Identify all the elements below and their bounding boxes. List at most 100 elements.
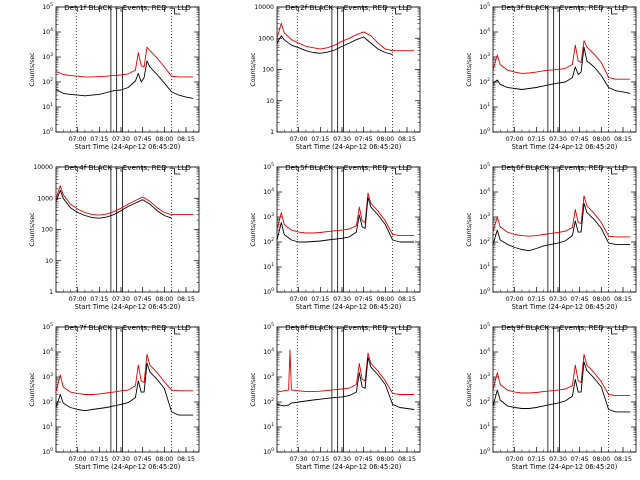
y-tick-label: 1	[270, 129, 274, 136]
x-tick-label: 07:30	[549, 456, 567, 463]
y-axis-label: Counts/sec	[250, 52, 257, 87]
corner-flag	[611, 8, 618, 15]
corner-flag	[611, 168, 618, 175]
y-tick-label: 101	[42, 422, 53, 431]
panel-5: Det 5f BLACK = Events, RED = LLD 100 101 10…	[250, 162, 421, 311]
y-tick-label: 10000	[33, 164, 53, 171]
y-tick-label: 104	[479, 187, 490, 196]
y-tick-label: 102	[42, 397, 53, 406]
x-axis-label: Start Time (24-Apr-12 06:45:20)	[296, 143, 402, 151]
x-tick-label: 07:15	[90, 456, 108, 463]
panel-title: Det 4f BLACK = Events, RED = LLD	[64, 163, 191, 172]
x-tick-label: 08:00	[376, 456, 394, 463]
x-tick-label: 08:15	[614, 136, 632, 143]
x-tick-label: 07:15	[311, 136, 329, 143]
plot-frame	[492, 166, 637, 293]
lld-series-line	[492, 195, 631, 238]
y-axis-label: Counts/sec	[29, 372, 36, 407]
x-tick-label: 07:45	[571, 456, 589, 463]
x-tick-label: 07:00	[506, 296, 524, 303]
x-tick-label: 07:30	[549, 136, 567, 143]
panel-4: Det 4f BLACK = Events, RED = LLD 1 10 100 10…	[29, 163, 200, 311]
plot-frame	[492, 6, 637, 133]
x-tick-label: 07:15	[311, 456, 329, 463]
y-tick-label: 105	[479, 2, 490, 11]
y-tick-label: 105	[42, 322, 53, 331]
y-tick-label: 100	[479, 127, 490, 136]
y-tick-label: 102	[42, 77, 53, 86]
y-tick-label: 102	[479, 237, 490, 246]
plot-frame	[276, 6, 421, 133]
y-tick-label: 104	[263, 187, 274, 196]
plot-frame	[276, 326, 421, 453]
y-tick-label: 103	[479, 52, 490, 61]
x-tick-label: 07:00	[506, 456, 524, 463]
lld-series-line	[492, 353, 631, 397]
x-tick-label: 07:45	[134, 296, 152, 303]
x-tick-label: 08:15	[177, 136, 195, 143]
x-axis-label: Start Time (24-Apr-12 06:45:20)	[512, 143, 618, 151]
y-axis-label: Counts/sec	[250, 212, 257, 247]
panel-title: Det 9f BLACK = Events, RED = LLD	[501, 323, 628, 332]
x-tick-label: 07:30	[333, 296, 351, 303]
panel-title: Det 1f BLACK = Events, RED = LLD	[64, 3, 191, 12]
lld-series-line	[55, 353, 194, 395]
x-tick-label: 07:15	[90, 296, 108, 303]
y-tick-label: 102	[479, 77, 490, 86]
x-tick-label: 07:15	[311, 296, 329, 303]
lld-series-line	[276, 349, 415, 395]
x-tick-label: 08:15	[614, 296, 632, 303]
panel-6: Det 6f BLACK = Events, RED = LLD 100 101 10…	[466, 162, 637, 311]
x-tick-label: 08:15	[614, 456, 632, 463]
x-tick-label: 07:45	[355, 296, 373, 303]
panel-title: Det 3f BLACK = Events, RED = LLD	[501, 3, 628, 12]
lld-series-line	[55, 185, 194, 216]
y-tick-label: 105	[42, 2, 53, 11]
x-tick-label: 08:15	[177, 296, 195, 303]
events-series-line	[55, 189, 172, 219]
x-tick-label: 08:00	[592, 456, 610, 463]
x-tick-label: 07:30	[333, 456, 351, 463]
x-axis-label: Start Time (24-Apr-12 06:45:20)	[296, 463, 402, 471]
y-tick-label: 1000	[37, 195, 53, 202]
x-tick-label: 07:45	[134, 456, 152, 463]
y-axis-label: Counts/sec	[466, 212, 473, 247]
x-tick-label: 08:00	[592, 136, 610, 143]
x-tick-label: 07:45	[571, 296, 589, 303]
plot-frame	[55, 166, 200, 293]
lld-series-line	[492, 40, 631, 80]
x-tick-label: 08:00	[155, 136, 173, 143]
x-tick-label: 07:15	[90, 136, 108, 143]
y-tick-label: 100	[41, 227, 53, 234]
x-tick-label: 08:15	[398, 456, 416, 463]
x-tick-label: 07:00	[506, 136, 524, 143]
x-tick-label: 07:45	[571, 136, 589, 143]
y-tick-label: 105	[479, 162, 490, 171]
plot-frame	[55, 326, 200, 453]
y-tick-label: 105	[263, 162, 274, 171]
corner-flag	[395, 168, 402, 175]
y-tick-label: 102	[479, 397, 490, 406]
y-tick-label: 103	[479, 372, 490, 381]
x-tick-label: 08:00	[155, 296, 173, 303]
y-tick-label: 1000	[258, 35, 274, 42]
x-tick-label: 07:00	[69, 296, 87, 303]
x-tick-label: 07:30	[290, 456, 308, 463]
y-tick-label: 102	[263, 237, 274, 246]
y-tick-label: 100	[479, 287, 490, 296]
x-axis-label: Start Time (24-Apr-12 06:45:20)	[296, 303, 402, 311]
panel-7: Det 7f BLACK = Events, RED = LLD 100 101 10…	[29, 322, 200, 471]
panel-9: Det 9f BLACK = Events, RED = LLD 100 101 10…	[466, 322, 637, 471]
y-tick-label: 104	[263, 347, 274, 356]
events-series-line	[55, 60, 194, 99]
panel-8: Det 8f BLACK = Events, RED = LLD 100 101 10…	[250, 322, 421, 471]
y-tick-label: 101	[479, 262, 490, 271]
y-tick-label: 104	[42, 27, 53, 36]
y-axis-label: Counts/sec	[466, 372, 473, 407]
x-tick-label: 08:15	[398, 136, 416, 143]
lld-series-line	[55, 46, 194, 78]
y-tick-label: 100	[42, 447, 53, 456]
y-tick-label: 103	[42, 372, 53, 381]
panel-title: Det 2f BLACK = Events, RED = LLD	[285, 3, 412, 12]
